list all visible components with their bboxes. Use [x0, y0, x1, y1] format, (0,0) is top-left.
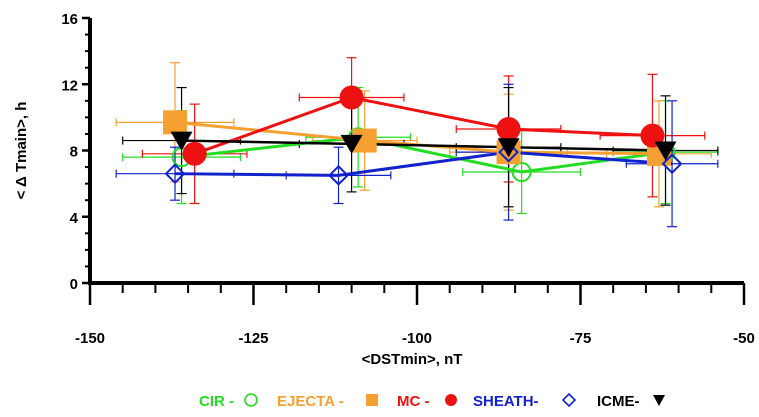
icme-series-line: [181, 139, 666, 152]
legend-item-ejecta: EJECTA -: [277, 393, 378, 410]
y-tick-label: 4: [70, 210, 79, 227]
legend-label: EJECTA -: [277, 393, 344, 410]
x-tick-label: -150: [75, 330, 105, 347]
legend-marker: [366, 394, 378, 406]
icme-point: [497, 138, 520, 158]
ejecta-point: [163, 110, 188, 135]
x-axis-label: <DSTmin>, nT: [362, 351, 463, 368]
cir-series-line: [181, 135, 666, 174]
legend-label: ICME-: [597, 393, 640, 410]
legend-item-mc: MC -: [397, 393, 457, 410]
y-tick-label: 8: [70, 144, 78, 161]
sheath-point: [661, 153, 683, 175]
sheath-series-line: [175, 150, 673, 177]
sheath-point: [498, 141, 519, 163]
y-tick-label: 0: [70, 276, 78, 293]
sheath-point: [164, 163, 186, 185]
x-tick-label: -75: [570, 330, 592, 347]
legend-marker: [653, 395, 665, 406]
legend-marker: [244, 393, 258, 407]
series-lines: [174, 95, 673, 177]
cir-point: [511, 162, 532, 183]
mc-point: [339, 85, 364, 110]
legend-item-icme: ICME-: [597, 393, 665, 410]
legend-item-sheath: SHEATH-: [473, 392, 577, 410]
y-axis-label: < Δ Tmain>, h: [13, 102, 30, 200]
icme-point: [654, 141, 677, 161]
sheath-point: [328, 164, 349, 186]
x-tick-label: -50: [733, 330, 755, 347]
icme-point: [340, 134, 363, 154]
legend-label: CIR -: [199, 393, 234, 410]
legend-label: SHEATH-: [473, 393, 539, 410]
mc-series-line: [194, 95, 653, 156]
legend-item-cir: CIR -: [199, 393, 258, 410]
legend-marker: [445, 394, 457, 406]
axes: 0 4 8 12 16 -150 -125 -100 -75 -50: [61, 11, 755, 347]
series-markers: [163, 85, 683, 186]
x-tick-label: -125: [238, 330, 268, 347]
x-tick-label: -100: [402, 330, 432, 347]
mc-point: [182, 141, 207, 166]
legend: CIR - EJECTA - MC - SHEATH- ICME-: [199, 392, 665, 410]
legend-marker: [561, 392, 577, 408]
mc-point: [496, 116, 521, 141]
legend-label: MC -: [397, 393, 430, 410]
icme-point: [170, 131, 193, 151]
y-tick-label: 12: [61, 77, 78, 94]
y-tick-label: 16: [61, 11, 78, 28]
